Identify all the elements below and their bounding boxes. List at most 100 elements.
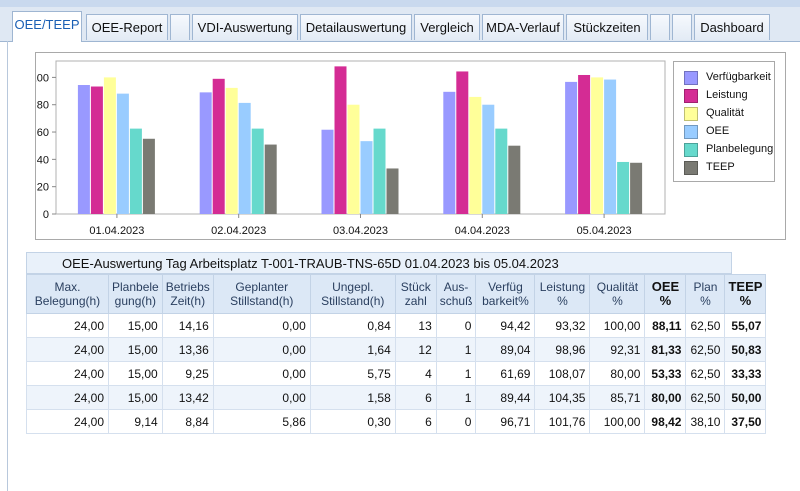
table-cell: 13,42 <box>161 385 214 410</box>
tab-mda-verlauf[interactable]: MDA-Verlauf <box>482 14 564 40</box>
table-cell: 13,36 <box>161 337 214 362</box>
x-tick-label: 04.04.2023 <box>455 225 510 237</box>
table-cell: 15,00 <box>108 361 163 386</box>
table-cell: 24,00 <box>26 313 109 338</box>
legend-swatch-verfuegbarkeit <box>684 71 698 85</box>
column-header[interactable]: Geplanter Stillstand(h) <box>212 274 311 314</box>
column-header[interactable]: Planbele gung(h) <box>108 274 163 314</box>
table-cell: 0 <box>435 409 477 434</box>
table-cell: 50,83 <box>724 337 767 362</box>
table-cell: 80,00 <box>589 361 646 386</box>
column-header[interactable]: Max. Belegung(h) <box>26 274 109 314</box>
column-header[interactable]: Aus-schuß <box>435 274 477 314</box>
table-cell: 98,96 <box>534 337 591 362</box>
table-cell: 6 <box>394 385 437 410</box>
legend-label-teep: TEEP <box>706 161 735 173</box>
tab-blank-1[interactable] <box>170 14 190 40</box>
table-row[interactable]: 24,00 9,14 8,84 5,86 0,30 6 0 96,71 101,76 100,00… <box>26 409 767 434</box>
column-header-line2: Belegung(h) <box>34 294 101 308</box>
bar-teep <box>386 168 399 214</box>
column-header-line1: Ungepl. <box>332 280 374 294</box>
tab-vdi-auswertung[interactable]: VDI-Auswertung <box>192 14 298 40</box>
table-cell: 88,11 <box>644 313 687 338</box>
legend-label-verfuegbarkeit: Verfügbarkeit <box>706 71 771 83</box>
column-header-line2: % <box>557 294 568 308</box>
bar-oee <box>238 102 251 214</box>
column-header-line1: Stück <box>400 280 431 294</box>
bar-verfgbarkeit <box>443 91 456 214</box>
table-cell: 55,07 <box>724 313 767 338</box>
table-cell: 8,84 <box>161 409 214 434</box>
table-cell: 96,71 <box>475 409 536 434</box>
column-header[interactable]: Leistung% <box>534 274 591 314</box>
table-cell: 92,31 <box>589 337 646 362</box>
column-header-line2: zahl <box>404 294 427 308</box>
column-header-line1: TEEP <box>728 279 763 294</box>
legend-swatch-teep <box>684 161 698 175</box>
tab-blank-3[interactable] <box>672 14 692 40</box>
table-cell: 4 <box>394 361 437 386</box>
table-cell: 24,00 <box>26 361 109 386</box>
column-header-line2: % <box>659 293 672 308</box>
column-header-line1: Geplanter <box>235 280 289 294</box>
column-header-line1: Verfüg <box>488 280 523 294</box>
table-row[interactable]: 24,00 15,00 13,36 0,00 1,64 12 1 89,04 98,96 92,3… <box>26 337 767 362</box>
column-header-line2: gung(h) <box>114 294 157 308</box>
table-cell: 12 <box>394 337 437 362</box>
bar-oee <box>360 141 373 214</box>
column-header-line2: % <box>700 294 711 308</box>
table-cell: 108,07 <box>534 361 591 386</box>
bar-planbelegung <box>617 161 630 214</box>
bar-verfgbarkeit <box>199 92 212 214</box>
column-header[interactable]: Qualität% <box>589 274 646 314</box>
bar-leistung <box>334 66 347 215</box>
column-header[interactable]: Verfüg barkeit% <box>475 274 536 314</box>
table-row[interactable]: 24,00 15,00 13,42 0,00 1,58 6 1 89,44 104,35 85,7… <box>26 385 767 410</box>
column-header[interactable]: TEEP% <box>724 274 767 314</box>
column-header[interactable]: Plan% <box>685 274 726 314</box>
tab-oee-report[interactable]: OEE-Report <box>86 14 168 40</box>
y-tick-label: 40 <box>37 154 49 166</box>
bar-oee <box>604 79 617 214</box>
table-cell: 38,10 <box>685 409 726 434</box>
bar-teep <box>142 138 155 214</box>
table-cell: 100,00 <box>589 313 646 338</box>
column-header-line2: Stillstand(h) <box>230 294 294 308</box>
table-cell: 13 <box>394 313 437 338</box>
grid-title: OEE-Auswertung Tag Arbeitsplatz T-001-TR… <box>62 256 559 271</box>
tab-detailauswertung[interactable]: Detailauswertung <box>300 14 412 40</box>
column-header[interactable]: Betriebs Zeit(h) <box>161 274 214 314</box>
table-row[interactable]: 24,00 15,00 14,16 0,00 0,84 13 0 94,42 93,32 100,… <box>26 313 767 338</box>
table-cell: 0,00 <box>212 361 311 386</box>
x-tick-label: 03.04.2023 <box>333 225 388 237</box>
tab-blank-2[interactable] <box>650 14 670 40</box>
table-cell: 0,00 <box>212 337 311 362</box>
table-cell: 37,50 <box>724 409 767 434</box>
tab-stueckzeiten[interactable]: Stückzeiten <box>566 14 648 40</box>
oee-table: Max. Belegung(h) Planbele gung(h) Betriebs Ze… <box>26 274 767 434</box>
table-cell: 24,00 <box>26 337 109 362</box>
bar-leistung <box>456 71 469 215</box>
bar-planbelegung <box>373 128 386 214</box>
column-header[interactable]: OEE% <box>644 274 687 314</box>
bar-planbelegung <box>251 128 264 214</box>
table-row[interactable]: 24,00 15,00 9,25 0,00 5,75 4 1 61,69 108,07 80,00… <box>26 361 767 386</box>
column-header[interactable]: Stück zahl <box>394 274 437 314</box>
table-cell: 0,00 <box>212 385 311 410</box>
chart-legend: Verfügbarkeit Leistung Qualität OEE Plan… <box>673 61 775 182</box>
table-cell: 100,00 <box>589 409 646 434</box>
table-cell: 33,33 <box>724 361 767 386</box>
table-cell: 62,50 <box>685 361 726 386</box>
tab-vergleich[interactable]: Vergleich <box>414 14 480 40</box>
table-cell: 15,00 <box>108 337 163 362</box>
table-header-row: Max. Belegung(h) Planbele gung(h) Betriebs Ze… <box>26 274 767 314</box>
bar-qualitt <box>591 77 604 214</box>
table-cell: 50,00 <box>724 385 767 410</box>
bar-planbelegung <box>495 128 508 214</box>
column-header[interactable]: Ungepl. Stillstand(h) <box>309 274 396 314</box>
tab-oee-teep[interactable]: OEE/TEEP <box>12 11 82 42</box>
tab-dashboard[interactable]: Dashboard <box>694 14 770 40</box>
column-header-line1: Leistung <box>539 280 586 294</box>
bar-teep <box>630 162 643 214</box>
table-cell: 80,00 <box>644 385 687 410</box>
